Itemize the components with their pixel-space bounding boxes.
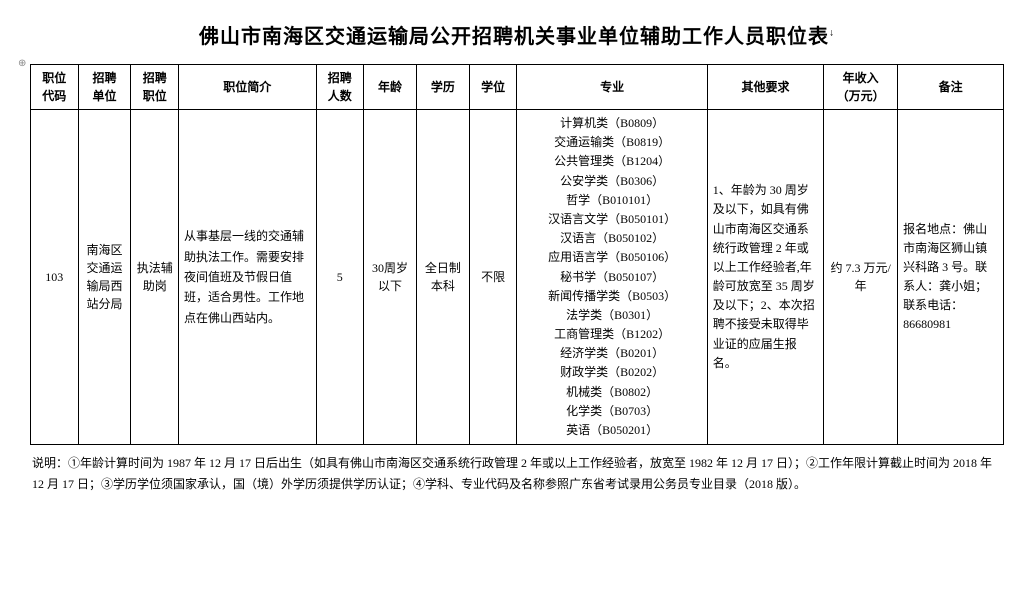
major-item: 公共管理类（B1204） (520, 152, 703, 171)
major-item: 哲学（B010101） (520, 191, 703, 210)
major-item: 经济学类（B0201） (520, 344, 703, 363)
cell-salary: 约 7.3 万元/年 (824, 110, 898, 445)
major-item: 机械类（B0802） (520, 383, 703, 402)
header-other: 其他要求 (707, 65, 823, 110)
header-count: 招聘 人数 (316, 65, 364, 110)
cell-desc: 从事基层一线的交通辅助执法工作。需要安排夜间值班及节假日值班，适合男性。工作地点… (179, 110, 316, 445)
title-text: 佛山市南海区交通运输局公开招聘机关事业单位辅助工作人员职位表 (199, 26, 829, 48)
explanation-text: 说明：①年龄计算时间为 1987 年 12 月 17 日后出生（如具有佛山市南海… (30, 453, 1004, 494)
header-position: 招聘 职位 (131, 65, 179, 110)
major-item: 新闻传播学类（B0503） (520, 287, 703, 306)
major-item: 化学类（B0703） (520, 402, 703, 421)
cell-count: 5 (316, 110, 364, 445)
title-marker: ↓ (829, 27, 835, 38)
header-note: 备注 (898, 65, 1004, 110)
table-row: 103 南海区交通运输局西站分局 执法辅助岗 从事基层一线的交通辅助执法工作。需… (31, 110, 1004, 445)
header-edu: 学历 (416, 65, 469, 110)
cell-degree: 不限 (469, 110, 517, 445)
major-item: 交通运输类（B0819） (520, 133, 703, 152)
major-item: 工商管理类（B1202） (520, 325, 703, 344)
cell-note: 报名地点：佛山市南海区狮山镇兴科路 3 号。联系人：龚小姐；联系电话：86680… (898, 110, 1004, 445)
header-degree: 学位 (469, 65, 517, 110)
header-age: 年龄 (364, 65, 417, 110)
cell-major: 计算机类（B0809）交通运输类（B0819）公共管理类（B1204）公安学类（… (517, 110, 707, 445)
header-salary: 年收入 （万元） (824, 65, 898, 110)
cell-other: 1、年龄为 30 周岁及以下，如具有佛山市南海区交通系统行政管理 2 年或以上工… (707, 110, 823, 445)
cell-unit: 南海区交通运输局西站分局 (78, 110, 131, 445)
table-header-row: 职位 代码 招聘 单位 招聘 职位 职位简介 招聘 人数 年龄 学历 学位 专业… (31, 65, 1004, 110)
header-desc: 职位简介 (179, 65, 316, 110)
cell-age: 30周岁以下 (364, 110, 417, 445)
major-item: 汉语言文学（B050101） (520, 210, 703, 229)
header-major: 专业 (517, 65, 707, 110)
page-title: 佛山市南海区交通运输局公开招聘机关事业单位辅助工作人员职位表↓ (30, 20, 1004, 49)
cell-code: 103 (31, 110, 79, 445)
major-item: 英语（B050201） (520, 421, 703, 440)
major-item: 计算机类（B0809） (520, 114, 703, 133)
job-table: 职位 代码 招聘 单位 招聘 职位 职位简介 招聘 人数 年龄 学历 学位 专业… (30, 64, 1004, 445)
major-item: 财政学类（B0202） (520, 363, 703, 382)
major-item: 法学类（B0301） (520, 306, 703, 325)
major-item: 汉语言（B050102） (520, 229, 703, 248)
header-unit: 招聘 单位 (78, 65, 131, 110)
cell-position: 执法辅助岗 (131, 110, 179, 445)
header-code: 职位 代码 (31, 65, 79, 110)
page-marker-icon: ⊕ (18, 58, 26, 69)
major-item: 秘书学（B050107） (520, 268, 703, 287)
cell-edu: 全日制本科 (416, 110, 469, 445)
major-item: 应用语言学（B050106） (520, 248, 703, 267)
major-item: 公安学类（B0306） (520, 172, 703, 191)
